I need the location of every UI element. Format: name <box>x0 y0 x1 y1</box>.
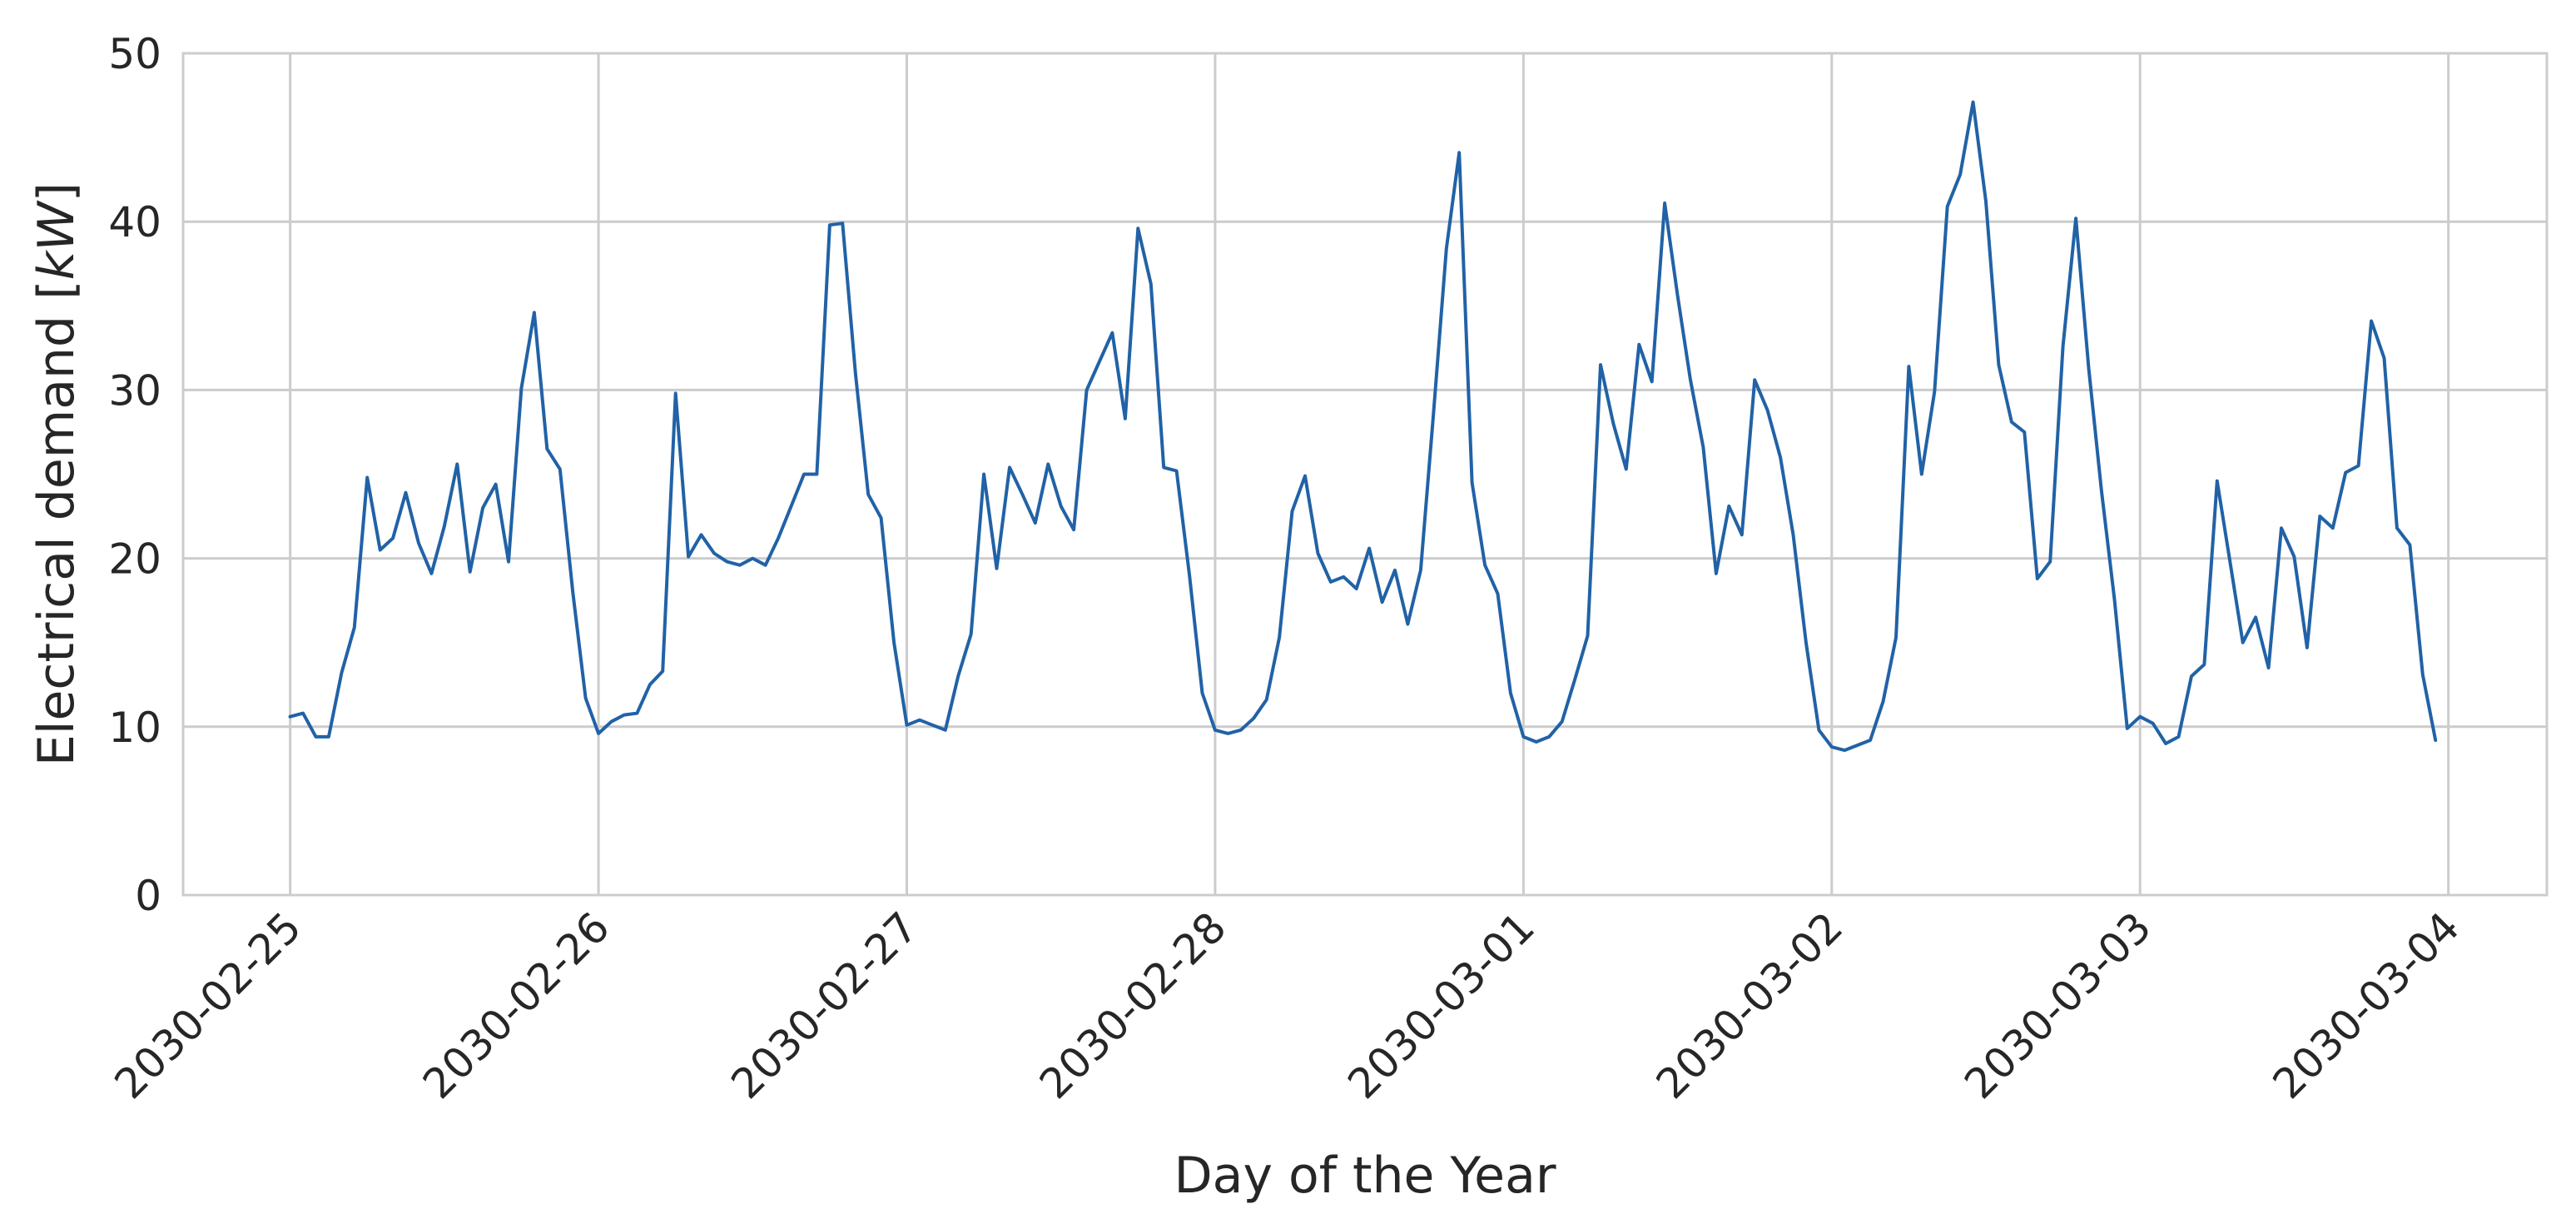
y-tick-label: 40 <box>108 198 161 246</box>
y-tick-label: 0 <box>135 872 161 920</box>
y-axis-title-unit: kW <box>27 200 86 281</box>
series-line <box>288 100 2438 753</box>
x-tick-label: 2030-02-25 <box>106 903 310 1107</box>
x-tick-label: 2030-02-27 <box>722 903 926 1107</box>
y-tick-label: 50 <box>108 30 161 78</box>
series-layer <box>288 100 2438 753</box>
y-tick-label: 30 <box>108 366 161 415</box>
x-axis-title: Day of the Year <box>1174 1147 1556 1205</box>
y-axis-title: Electrical demand [kW] <box>27 182 86 766</box>
x-tick-label: 2030-03-02 <box>1647 903 1852 1107</box>
y-tick-label: 20 <box>108 535 161 584</box>
x-tick-label: 2030-02-26 <box>414 903 618 1107</box>
y-axis-title-suffix: ] <box>27 182 86 202</box>
x-tick-label: 2030-03-04 <box>2264 903 2469 1107</box>
plot-area-frame <box>181 52 2549 897</box>
x-tick-label: 2030-03-03 <box>1955 903 2160 1107</box>
y-axis-ticks: 0 10 20 30 40 50 <box>108 30 161 920</box>
x-axis-ticks: 2030-02-25 2030-02-26 2030-02-27 2030-02-28… <box>106 903 2469 1107</box>
x-tick-label: 2030-03-01 <box>1338 903 1543 1107</box>
y-tick-label: 10 <box>108 704 161 752</box>
grid-lines <box>183 52 2547 897</box>
y-axis-title-prefix: Electrical demand [ <box>27 280 86 766</box>
x-tick-label: 2030-02-28 <box>1030 903 1235 1107</box>
